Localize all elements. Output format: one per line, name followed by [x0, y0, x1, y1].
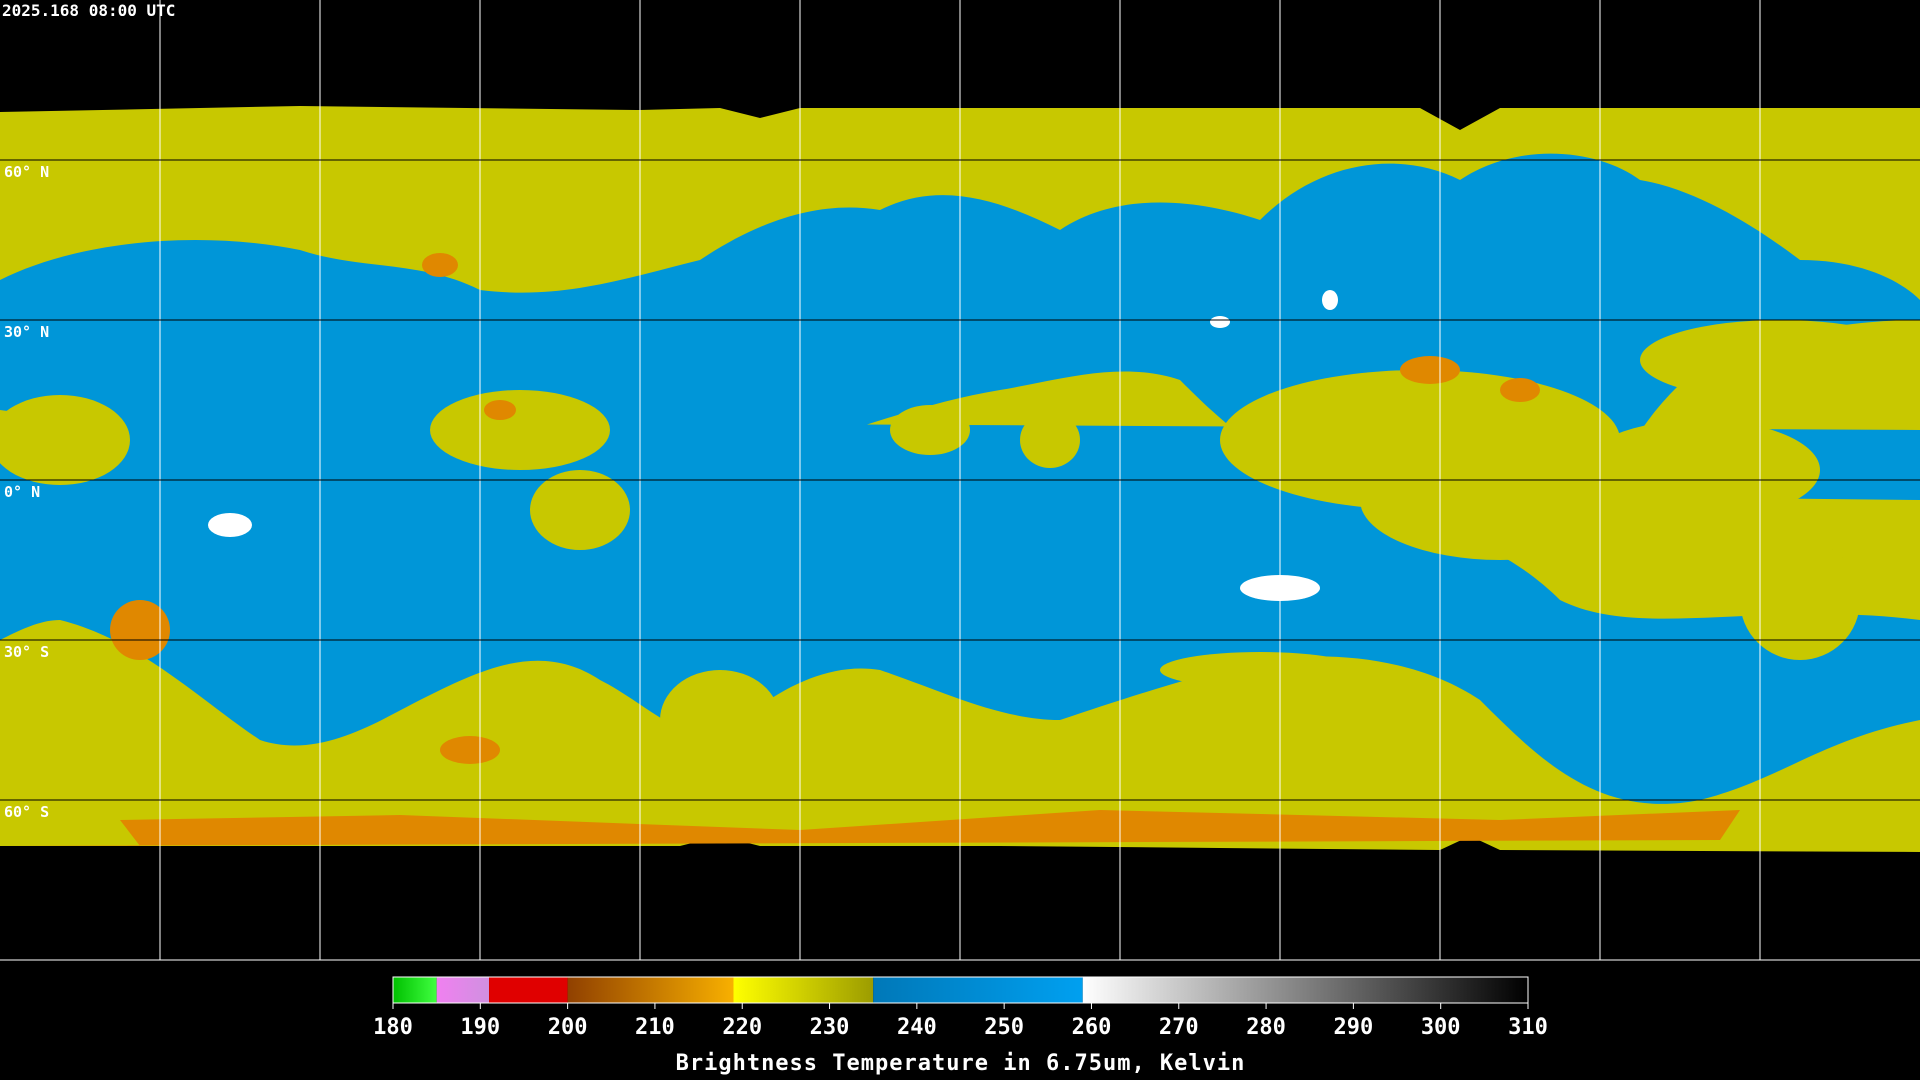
colorbar-tick-label: 290	[1334, 1015, 1374, 1040]
colorbar-tick-label: 180	[373, 1015, 413, 1040]
graticule: 60° N 30° N 0° N 30° S 60° S	[0, 0, 1920, 961]
colorbar-tick-label: 210	[635, 1015, 675, 1040]
colorbar-tick-label: 230	[810, 1015, 850, 1040]
colorbar-tick-label: 250	[984, 1015, 1024, 1040]
colorbar: 180 190 200 210 220 230 240 250 260 270 280 290 300 3…	[373, 976, 1548, 1076]
colorbar-segment	[733, 977, 874, 1003]
lat-label: 30° N	[4, 323, 49, 341]
timestamp: 2025.168 08:00 UTC	[2, 1, 175, 20]
lat-label: 0° N	[4, 483, 40, 501]
colorbar-tick-label: 280	[1246, 1015, 1286, 1040]
colorbar-segment	[567, 977, 734, 1003]
colorbar-tick-label: 300	[1421, 1015, 1461, 1040]
colorbar-segment	[1082, 977, 1528, 1003]
colorbar-tick-label: 310	[1508, 1015, 1548, 1040]
colorbar-title: Brightness Temperature in 6.75um, Kelvin	[676, 1051, 1246, 1076]
colorbar-tick-label: 220	[722, 1015, 762, 1040]
colorbar-tick-label: 190	[460, 1015, 500, 1040]
colorbar-segment	[489, 977, 568, 1003]
colorbar-frame	[392, 976, 1529, 1004]
lat-label: 30° S	[4, 643, 49, 661]
cold-tops	[0, 253, 1740, 846]
colorbar-segment	[436, 977, 490, 1003]
colorbar-segment	[873, 977, 1083, 1003]
colorbar-tick-label: 260	[1072, 1015, 1112, 1040]
lat-label: 60° S	[4, 803, 49, 821]
colorbar-segment	[393, 977, 437, 1003]
colorbar-tick-label: 270	[1159, 1015, 1199, 1040]
colorbar-tick-label: 240	[897, 1015, 937, 1040]
clouds	[0, 320, 1920, 770]
lat-label: 60° N	[4, 163, 49, 181]
colorbar-tick-label: 200	[548, 1015, 588, 1040]
